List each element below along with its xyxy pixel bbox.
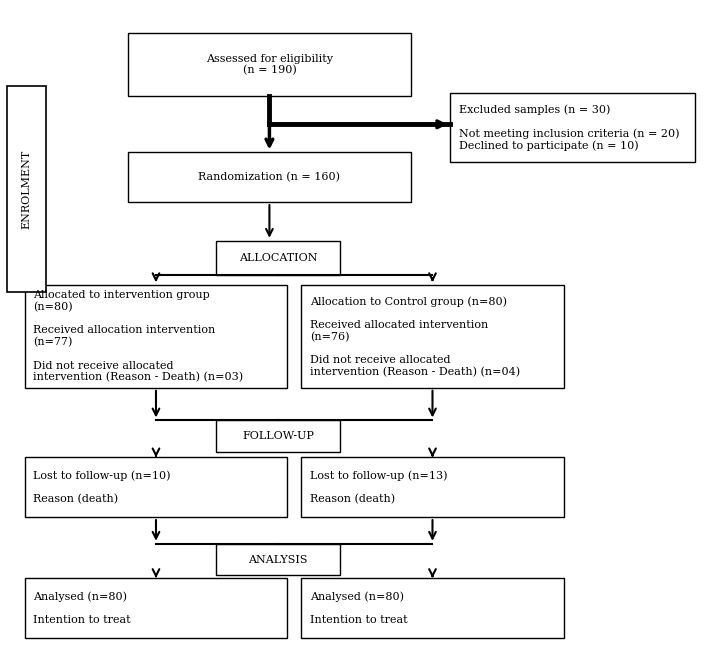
Text: FOLLOW-UP: FOLLOW-UP (242, 431, 314, 442)
Text: Lost to follow-up (n=13)

Reason (death): Lost to follow-up (n=13) Reason (death) (310, 470, 447, 505)
Bar (301, 285, 564, 388)
Text: Randomization (n = 160): Randomization (n = 160) (199, 172, 340, 182)
Bar (301, 578, 564, 638)
Text: Lost to follow-up (n=10)

Reason (death): Lost to follow-up (n=10) Reason (death) (33, 470, 171, 505)
Bar (216, 241, 340, 275)
Text: Analysed (n=80)

Intention to treat: Analysed (n=80) Intention to treat (33, 591, 131, 625)
Bar (450, 93, 695, 162)
Text: Allocation to Control group (n=80)

Received allocated intervention
(n=76)

Did : Allocation to Control group (n=80) Recei… (310, 296, 520, 377)
Bar (25, 285, 287, 388)
Text: Excluded samples (n = 30)

Not meeting inclusion criteria (n = 20)
Declined to p: Excluded samples (n = 30) Not meeting in… (459, 104, 679, 151)
Text: ENROLMENT: ENROLMENT (21, 149, 32, 229)
Text: ALLOCATION: ALLOCATION (239, 253, 318, 263)
Bar (128, 33, 411, 96)
Text: Analysed (n=80)

Intention to treat: Analysed (n=80) Intention to treat (310, 591, 408, 625)
Text: ANALYSIS: ANALYSIS (249, 554, 308, 565)
Bar (128, 152, 411, 202)
Bar (25, 578, 287, 638)
Bar (216, 544, 340, 575)
Text: Allocated to intervention group
(n=80)

Received allocation intervention
(n=77)
: Allocated to intervention group (n=80) R… (33, 290, 243, 383)
Bar (301, 457, 564, 517)
Bar (216, 420, 340, 452)
Text: Assessed for eligibility
(n = 190): Assessed for eligibility (n = 190) (206, 54, 333, 76)
Bar (25, 457, 287, 517)
Bar (7, 86, 46, 292)
